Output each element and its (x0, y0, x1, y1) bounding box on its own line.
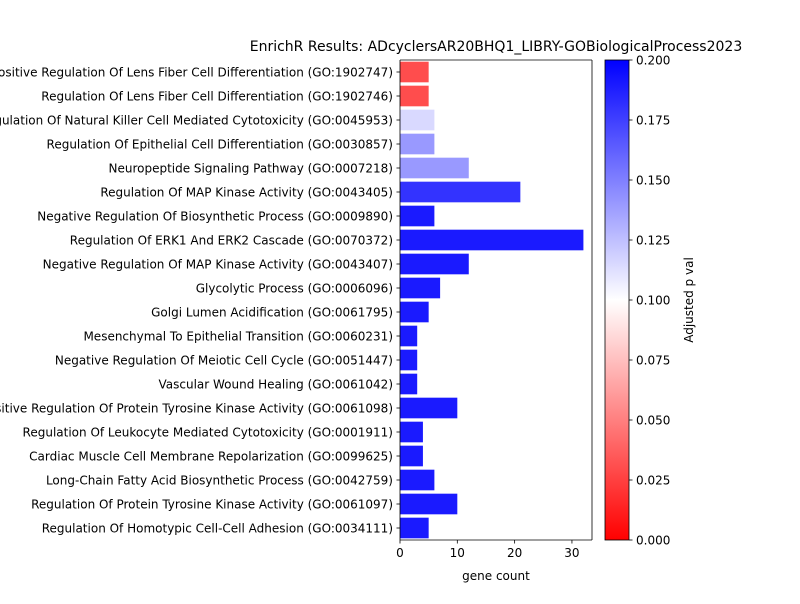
x-tick-label: 20 (507, 546, 522, 560)
bar (400, 349, 418, 371)
x-tick-label: 0 (396, 546, 404, 560)
colorbar-tick-label: 0.075 (636, 354, 670, 368)
category-label: Neuropeptide Signaling Pathway (GO:00072… (108, 162, 393, 176)
category-label: Positive Regulation Of Protein Tyrosine … (0, 402, 393, 416)
category-label: Regulation Of Protein Tyrosine Kinase Ac… (31, 498, 393, 512)
x-tick-label: 30 (564, 546, 579, 560)
colorbar-gradient (604, 59, 630, 541)
bar (400, 445, 423, 467)
bar (400, 109, 435, 131)
category-label: Regulation Of Homotypic Cell-Cell Adhesi… (42, 522, 393, 536)
bar (400, 229, 584, 251)
category-label: Golgi Lumen Acidification (GO:0061795) (151, 306, 393, 320)
category-label: Mesenchymal To Epithelial Transition (GO… (83, 330, 393, 344)
bar (400, 157, 469, 179)
bar (400, 421, 423, 443)
category-label: Regulation Of ERK1 And ERK2 Cascade (GO:… (70, 234, 393, 248)
category-label: Cardiac Muscle Cell Membrane Repolarizat… (29, 450, 393, 464)
category-label: Vascular Wound Healing (GO:0061042) (158, 378, 393, 392)
bar (400, 133, 435, 155)
colorbar-tick-label: 0.000 (636, 534, 670, 548)
category-label: Regulation Of Leukocyte Mediated Cytotox… (23, 426, 393, 440)
x-tick-label: 10 (450, 546, 465, 560)
bar (400, 253, 469, 275)
colorbar-tick-label: 0.175 (636, 114, 670, 128)
colorbar-tick-label: 0.050 (636, 414, 670, 428)
colorbar-tick-label: 0.150 (636, 174, 670, 188)
category-label: Long-Chain Fatty Acid Biosynthetic Proce… (46, 474, 393, 488)
category-label: Negative Regulation Of Natural Killer Ce… (0, 114, 393, 128)
colorbar-label: Adjusted p val (682, 257, 696, 343)
colorbar-tick-label: 0.200 (636, 54, 670, 68)
category-label: Negative Regulation Of Meiotic Cell Cycl… (55, 354, 393, 368)
category-label: Positive Regulation Of Lens Fiber Cell D… (0, 66, 393, 80)
bar (400, 205, 435, 227)
bar (400, 397, 458, 419)
colorbar-tick-label: 0.100 (636, 294, 670, 308)
bar (400, 517, 429, 539)
bar (400, 469, 435, 491)
bar (400, 373, 418, 395)
category-label: Regulation Of Epithelial Cell Differenti… (47, 138, 393, 152)
bar (400, 493, 458, 515)
category-label: Regulation Of MAP Kinase Activity (GO:00… (100, 186, 393, 200)
x-axis-label: gene count (462, 569, 530, 583)
bar (400, 61, 429, 83)
category-label: Negative Regulation Of Biosynthetic Proc… (37, 210, 393, 224)
colorbar-tick-label: 0.125 (636, 234, 670, 248)
bar (400, 85, 429, 107)
category-label: Glycolytic Process (GO:0006096) (196, 282, 393, 296)
plot-area: Positive Regulation Of Lens Fiber Cell D… (0, 59, 593, 560)
colorbar: 0.000 0.025 0.050 0.075 0.100 0.125 0.150 0.175… (604, 54, 670, 548)
colorbar-tick-label: 0.025 (636, 474, 670, 488)
bar (400, 181, 521, 203)
bar (400, 277, 441, 299)
chart-title: EnrichR Results: ADcyclersAR20BHQ1_LIBRY… (250, 39, 742, 55)
category-label: Regulation Of Lens Fiber Cell Differenti… (41, 90, 393, 104)
bar (400, 301, 429, 323)
bar (400, 325, 418, 347)
category-label: Negative Regulation Of MAP Kinase Activi… (43, 258, 393, 272)
